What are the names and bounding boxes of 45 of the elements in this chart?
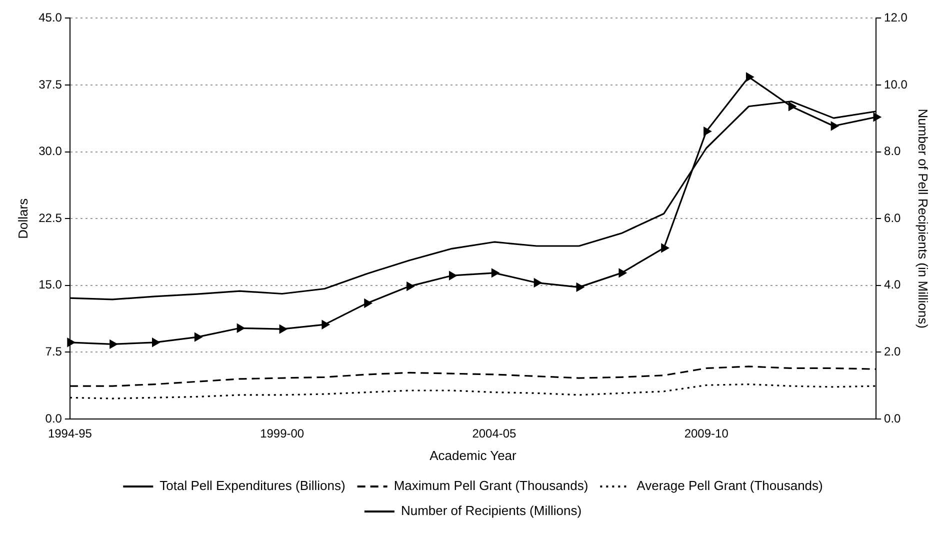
y-tick-label: 22.5 xyxy=(38,210,62,225)
y2-tick-label: 4.0 xyxy=(884,278,902,292)
legend-label: Total Pell Expenditures (Billions) xyxy=(160,478,346,494)
point xyxy=(194,332,202,342)
point xyxy=(830,122,838,130)
y-tick-label: 7.5 xyxy=(45,344,62,359)
y-tick-label: 15.0 xyxy=(38,278,62,292)
point xyxy=(746,72,754,82)
point xyxy=(618,268,626,278)
y2-axis-title: Number of Pell Recipients (in Millions) xyxy=(916,108,931,328)
point xyxy=(534,278,542,287)
point xyxy=(704,127,712,136)
y2-tick-label: 12.0 xyxy=(884,10,908,25)
x-tick-label: 1994-95 xyxy=(48,426,92,441)
y-tick-label: 37.5 xyxy=(38,77,62,92)
point xyxy=(279,324,287,334)
y2-tick-label: 0.0 xyxy=(884,411,902,426)
y2-tick-label: 8.0 xyxy=(884,144,902,158)
point xyxy=(236,324,244,332)
point xyxy=(661,244,669,252)
y-axis-title: Dollars xyxy=(15,198,30,239)
y2-tick-label: 2.0 xyxy=(884,344,902,359)
point xyxy=(406,282,414,291)
x-tick-label: 2009-10 xyxy=(684,426,729,441)
point xyxy=(364,298,372,308)
y2-tick-label: 6.0 xyxy=(884,210,902,225)
legend-label: Number of Recipients (Millions) xyxy=(400,503,582,518)
point xyxy=(576,282,584,292)
point xyxy=(322,320,330,329)
legend-label: Maximum Pell Grant (Thousands) xyxy=(394,478,588,494)
y2-tick-label: 10.0 xyxy=(884,77,908,92)
point xyxy=(152,338,160,347)
y-tick-label: 0.0 xyxy=(45,411,62,426)
point xyxy=(873,112,881,122)
y-tick-label: 30.0 xyxy=(38,144,62,158)
point xyxy=(448,271,457,280)
point xyxy=(788,102,796,111)
point xyxy=(110,340,118,348)
x-tick-label: 1999-00 xyxy=(260,426,304,441)
x-tick-label: 2004-05 xyxy=(472,426,517,441)
x-axis-title: Academic Year xyxy=(430,448,518,463)
y-tick-label: 45.0 xyxy=(38,10,62,25)
point xyxy=(67,338,75,347)
point xyxy=(491,268,500,278)
legend-label: Average Pell Grant (Thousands) xyxy=(636,478,823,494)
